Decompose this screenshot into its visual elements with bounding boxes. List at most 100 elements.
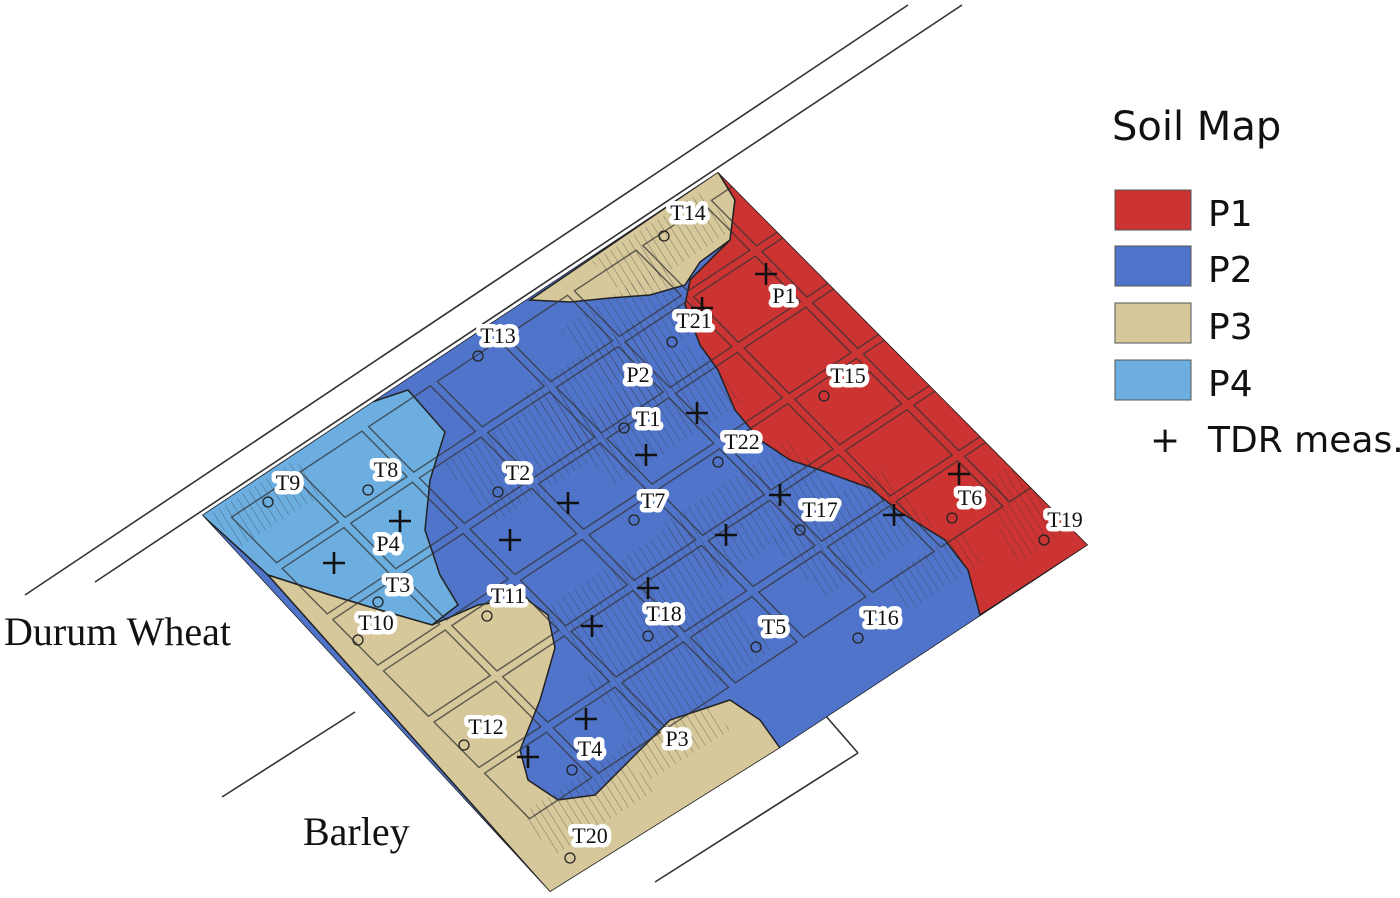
plot-cell (894, 459, 1004, 549)
plot-cell (555, 345, 665, 434)
plot-cell (849, 69, 956, 155)
road-lines (24, 4, 963, 883)
point-label-t18: T18 (646, 601, 681, 626)
plot-cell (844, 408, 954, 497)
tdr-marker (517, 746, 539, 768)
point-label-t20: T20 (572, 823, 607, 848)
point-label-t13: T13 (480, 323, 515, 348)
plot-cell (349, 481, 459, 570)
plot-cell (689, 595, 799, 684)
plot-cell (623, 300, 733, 389)
plot-cell (880, 215, 990, 304)
plot-cell (778, 172, 888, 202)
sampling-point-marker (458, 739, 470, 751)
tdr-marker (691, 297, 713, 319)
sampling-point-marker (481, 610, 493, 622)
plot-cell (930, 266, 1040, 356)
point-label-t9: T9 (276, 470, 300, 495)
tdr-marker (715, 524, 737, 546)
point-label-t12: T12 (468, 714, 503, 739)
tdr-marker (389, 510, 411, 532)
point-labels: T1 T2 T3 T4 T5 T6 T7 T8 T9 T10 T11 T12 T13 T14 T15 T16 T… (262, 196, 1087, 864)
plot-cell (692, 255, 802, 344)
plot-cell (382, 629, 492, 718)
barley-label: Barley (303, 809, 410, 854)
plot-cell (757, 550, 867, 639)
durum-wheat-label: Durum Wheat (4, 609, 231, 654)
sampling-point-marker (472, 350, 484, 362)
plot-cell (999, 221, 1088, 310)
sampling-point-marker (262, 496, 274, 508)
plot-cell (504, 294, 614, 383)
plot-cell (570, 589, 680, 678)
point-label-t15: T15 (830, 363, 865, 388)
plot-cell (400, 532, 510, 621)
tdr-marker (948, 463, 970, 485)
tdr-marker (499, 529, 521, 551)
plot-cell (641, 203, 751, 293)
sampling-point-marker (618, 422, 630, 434)
sampling-point-marker (492, 486, 504, 498)
sampling-point-marker (794, 524, 806, 536)
legend-label-p4: P4 (1208, 364, 1253, 405)
plot-cell (501, 634, 611, 724)
legend-swatch-p3 (1114, 302, 1192, 344)
legend-swatch-p1 (1114, 189, 1192, 231)
plot-cell (281, 526, 391, 615)
tdr-marker (755, 263, 777, 285)
plot-cell (552, 686, 662, 775)
plot-cell (299, 430, 409, 519)
legend-label-p2: P2 (1208, 250, 1253, 291)
plot-cell (775, 453, 885, 543)
point-label-p2: P2 (626, 362, 649, 387)
point-label-t5: T5 (762, 614, 786, 639)
sampling-point-marker (946, 512, 958, 524)
plot-cell (605, 396, 715, 486)
point-label-t1: T1 (636, 406, 660, 431)
point-label-t19: T19 (1047, 507, 1082, 532)
tdr-marker (769, 484, 791, 506)
point-label-t22: T22 (724, 429, 759, 454)
point-label-t3: T3 (386, 572, 410, 597)
legend-title: Soil Map (1112, 104, 1281, 150)
sampling-point-marker (628, 514, 640, 526)
plot-cell (450, 583, 560, 672)
plot-cell (483, 731, 593, 820)
sampling-point-marker (564, 852, 576, 864)
sampling-point-marker (658, 230, 670, 242)
plot-cell (486, 390, 596, 480)
point-label-t16: T16 (863, 605, 898, 630)
point-label-t14: T14 (670, 200, 705, 225)
legend: Soil Map P1 P2 P3 P4 + TDR meas. (1112, 104, 1400, 461)
plot-cell (331, 577, 441, 667)
point-label-t17: T17 (802, 497, 837, 522)
plot-cell (519, 538, 629, 627)
sampling-point-marker (372, 596, 384, 608)
tdr-marker (637, 577, 659, 599)
point-label-t10: T10 (358, 610, 393, 635)
tdr-marker (581, 615, 603, 637)
legend-tdr-symbol: + (1150, 420, 1180, 461)
tdr-marker (686, 402, 708, 424)
point-label-t2: T2 (506, 460, 530, 485)
plot-cell (638, 544, 748, 633)
plot-cell (1017, 172, 1088, 214)
sampling-point-marker (1038, 534, 1050, 546)
sampling-point-marker (666, 336, 678, 348)
legend-swatch-p2 (1114, 245, 1192, 287)
point-label-t6: T6 (958, 485, 982, 510)
point-label-p1: P1 (772, 283, 795, 308)
plot-cell (743, 306, 852, 395)
point-label-t7: T7 (641, 488, 665, 513)
sampling-point-marker (712, 456, 724, 468)
plot-cell (826, 505, 936, 594)
sampling-point-marker (750, 641, 762, 653)
tdr-marker (557, 492, 579, 514)
plot-cell (898, 172, 1008, 208)
plot-cell (418, 436, 528, 525)
plot-cell (674, 351, 784, 440)
plot-cell (573, 249, 683, 338)
legend-tdr-label: TDR meas. (1207, 420, 1400, 461)
plot-cell (367, 384, 477, 474)
